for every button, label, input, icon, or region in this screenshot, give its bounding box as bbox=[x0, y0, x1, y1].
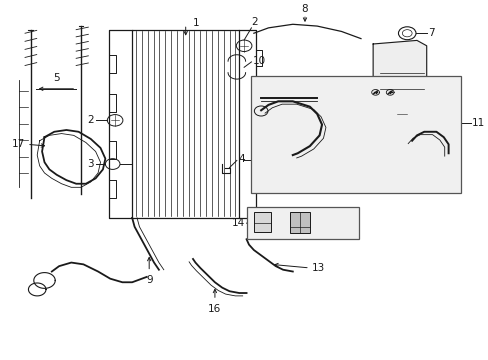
Text: 2: 2 bbox=[251, 17, 258, 27]
Text: 3: 3 bbox=[87, 159, 94, 169]
Text: 13: 13 bbox=[311, 263, 324, 273]
Text: 10: 10 bbox=[252, 56, 265, 66]
Text: 2: 2 bbox=[87, 115, 94, 125]
Text: 9: 9 bbox=[145, 275, 152, 285]
Text: 6: 6 bbox=[439, 78, 446, 89]
Text: 15: 15 bbox=[323, 219, 336, 229]
Bar bbox=[246, 207, 358, 239]
Bar bbox=[132, 30, 239, 218]
Text: 14: 14 bbox=[231, 218, 244, 228]
Bar bbox=[251, 76, 460, 193]
Bar bbox=[253, 212, 270, 232]
Text: 16: 16 bbox=[208, 304, 221, 314]
Text: 8: 8 bbox=[301, 4, 307, 14]
Bar bbox=[290, 212, 309, 233]
Text: 4: 4 bbox=[238, 154, 244, 165]
Text: 1: 1 bbox=[193, 18, 199, 28]
Text: 7: 7 bbox=[427, 28, 434, 38]
Polygon shape bbox=[372, 40, 426, 108]
Text: 17: 17 bbox=[12, 139, 25, 149]
Text: 12: 12 bbox=[337, 151, 350, 161]
Text: 11: 11 bbox=[470, 118, 484, 128]
Text: 5: 5 bbox=[53, 73, 60, 84]
